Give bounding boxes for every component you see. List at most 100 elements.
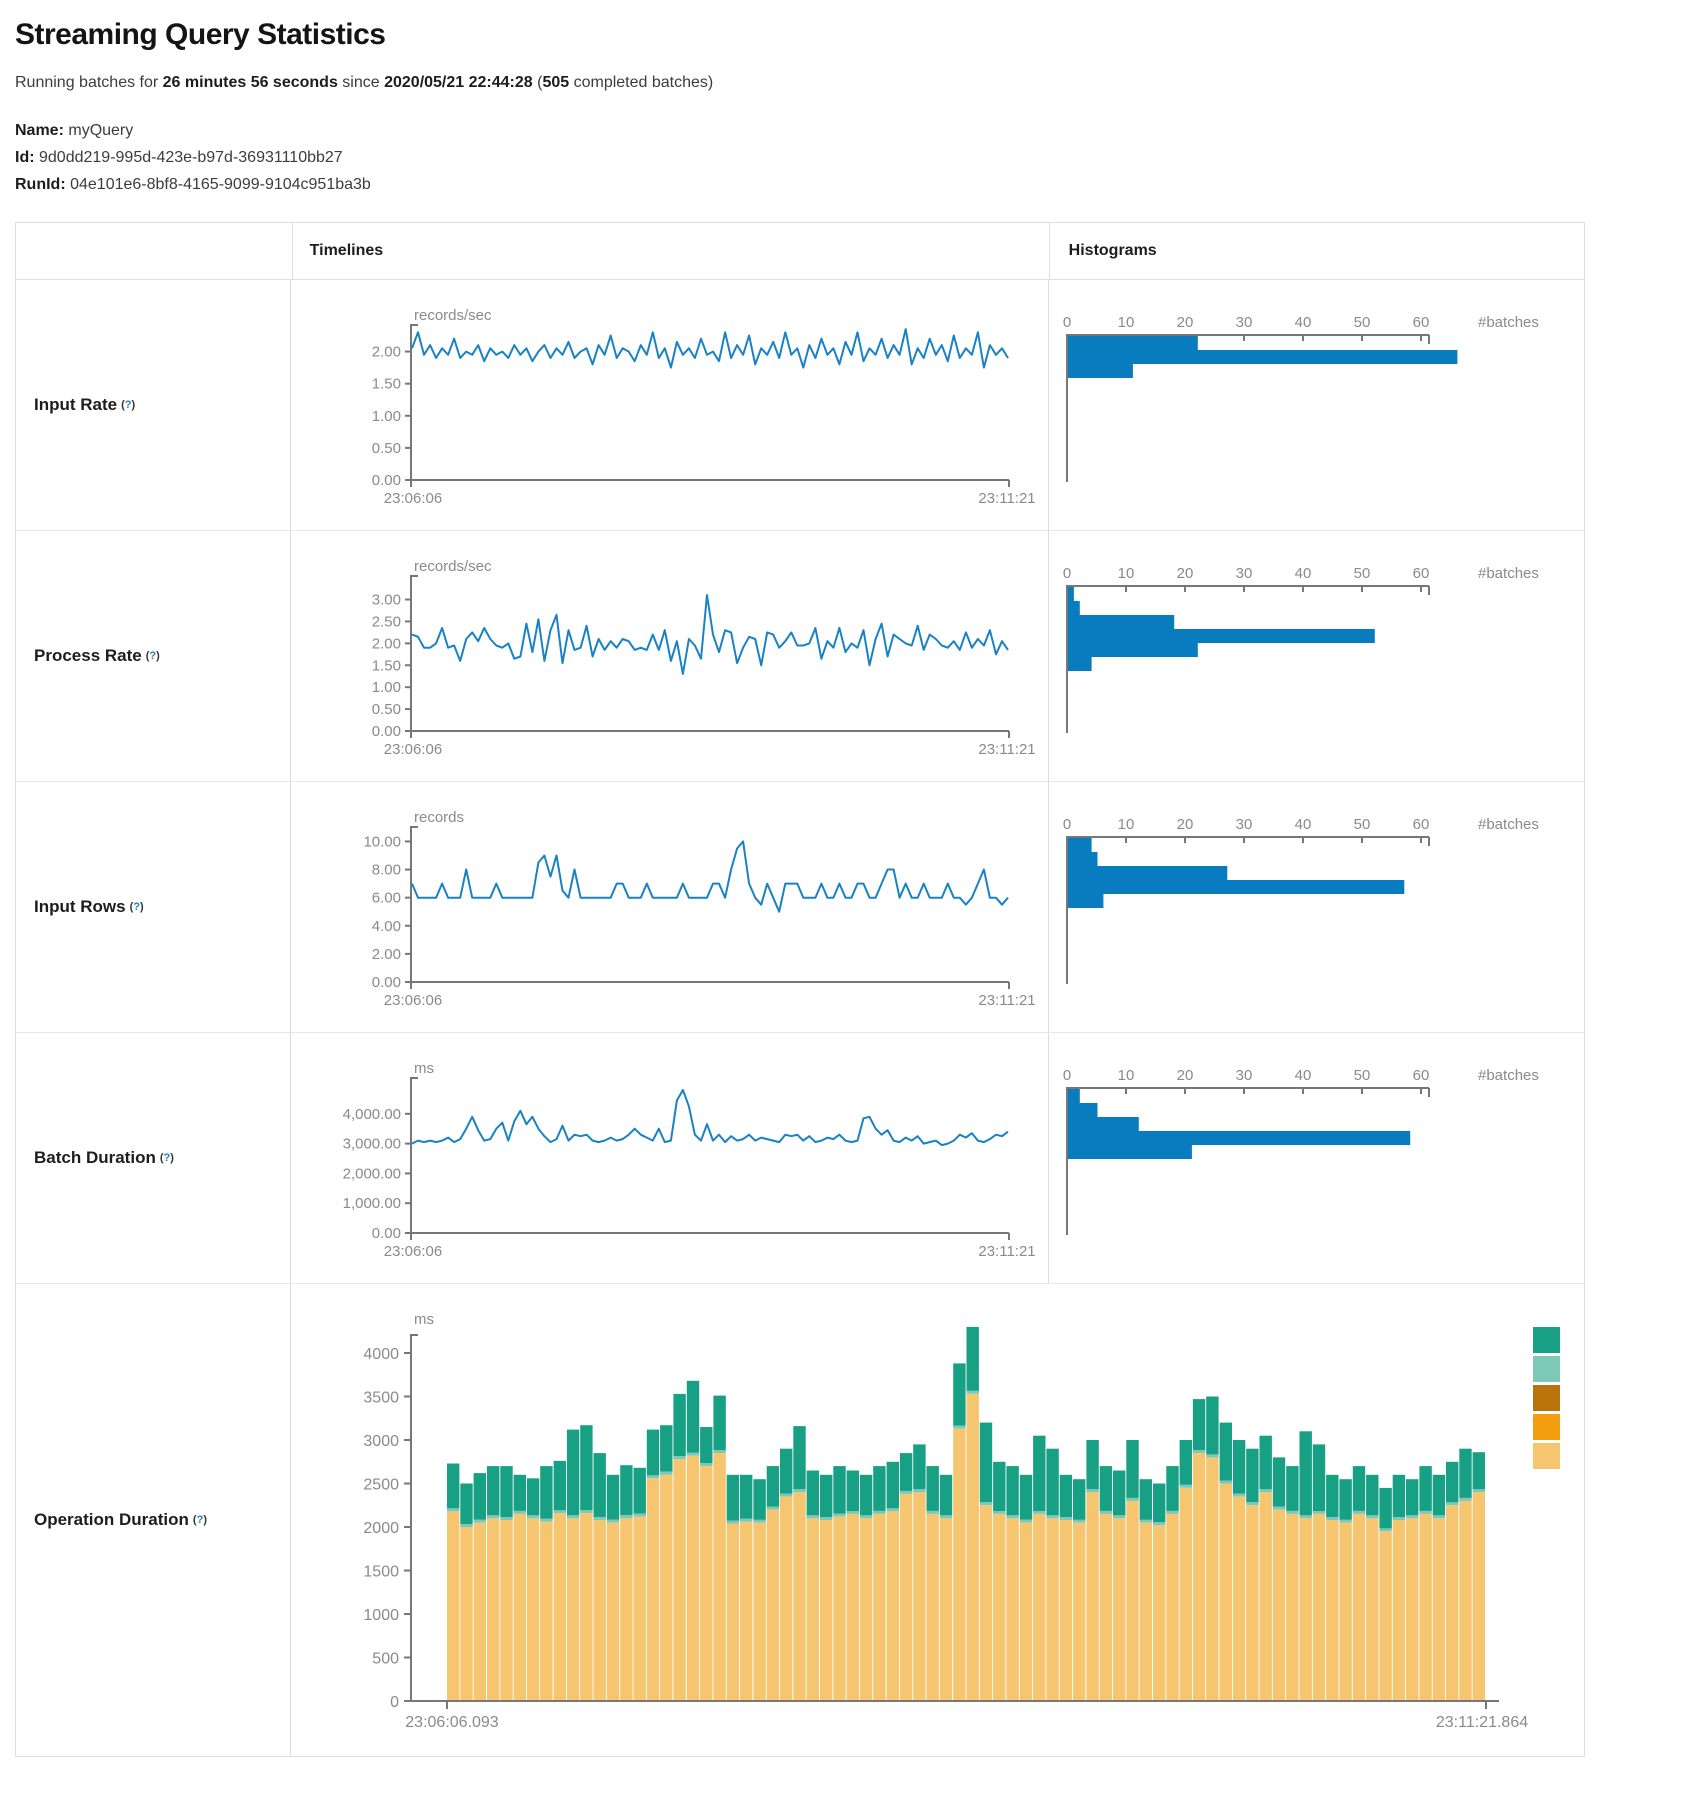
help-icon[interactable]: (?) [159,1152,174,1164]
stacked-bar-middle-segment [726,1520,740,1524]
stacked-bar-middle-segment [1246,1502,1259,1506]
stacked-bar-middle-segment [473,1519,486,1523]
stacked-bar-middle-segment [566,1515,580,1519]
stacked-bar-middle-segment [753,1519,766,1523]
stacked-bar-middle-segment [513,1510,526,1514]
help-icon[interactable]: (?) [192,1514,207,1526]
histogram-cell: 0 10 20 30 40 50 60 #batches [1049,782,1584,1032]
x-start-label: 23:06:06 [384,1243,442,1260]
stacked-bar-middle-segment [460,1524,473,1527]
y-tick-label: 2.00 [372,344,401,361]
stacked-bar-top-segment [766,1466,780,1507]
histogram-bar [1068,643,1198,657]
help-icon[interactable]: (?) [121,399,136,411]
stacked-bar-top-segment [1432,1474,1446,1516]
stacked-bar-top-segment [1206,1396,1219,1455]
stacked-bar-top-segment [500,1466,513,1517]
stacked-bar-addbatch-segment [1113,1518,1126,1701]
stacked-bar-addbatch-segment [1366,1518,1379,1701]
stacked-bar-middle-segment [740,1518,753,1522]
legend-swatch [1533,1327,1560,1353]
stacked-bar-addbatch-segment [513,1514,526,1701]
stacked-bar-top-segment [1232,1440,1246,1494]
stacked-bar-middle-segment [1259,1489,1272,1493]
hist-tick-label: 10 [1118,1067,1135,1084]
stacked-bar-addbatch-segment [1352,1514,1366,1701]
hist-tick-label: 10 [1118,816,1135,833]
since-text: since [337,74,385,91]
stacked-bar-middle-segment [1206,1454,1219,1458]
histogram-bar [1068,838,1092,852]
stacked-bar-top-segment [793,1426,806,1490]
stacked-bar-middle-segment [1033,1510,1046,1514]
timeline-line [411,1089,1009,1147]
stacked-bar-addbatch-segment [1019,1522,1033,1701]
stacked-bar-top-segment [487,1466,500,1516]
completed-suffix: completed batches) [569,74,714,91]
stacked-bar-middle-segment [1339,1519,1352,1523]
help-icon[interactable]: (?) [129,901,144,913]
timeline-line [411,594,1009,675]
stacked-bar-addbatch-segment [1219,1483,1232,1701]
stacked-bar-addbatch-segment [1312,1514,1326,1701]
hist-axis-title: #batches [1478,314,1539,331]
stacked-bar-top-segment [1126,1440,1139,1498]
legend-swatch [1533,1414,1560,1440]
y-axis-unit-label: ms [414,1311,434,1328]
hist-tick-label: 0 [1063,314,1071,331]
process-rate-timeline-chart: records/sec3.002.502.001.501.000.500.002… [372,558,1036,758]
stacked-bar-top-segment [593,1453,606,1517]
histogram-bar [1068,350,1458,364]
x-end-label: 23:11:21 [978,741,1035,758]
stacked-bar-addbatch-segment [966,1393,979,1701]
y-axis-unit-label: ms [414,1060,434,1077]
y-tick-label: 1.00 [372,679,401,696]
stacked-bar-addbatch-segment [740,1521,753,1701]
x-start-label: 23:06:06 [384,490,442,507]
stacked-bar-middle-segment [939,1515,953,1519]
y-tick-label: 1500 [363,1564,399,1581]
batch-duration-histogram-chart: 0 10 20 30 40 50 60 #batches [1063,1067,1539,1235]
stacked-bar-addbatch-segment [500,1520,513,1701]
stacked-bar-top-segment [753,1479,766,1520]
y-axis-unit-label: records/sec [414,558,492,575]
histogram-bar [1068,1117,1139,1131]
stacked-bar-top-segment [1406,1479,1419,1516]
stacked-bar-middle-segment [593,1517,606,1520]
stacked-bar-addbatch-segment [846,1514,859,1701]
stacked-bar-addbatch-segment [899,1493,913,1701]
stacked-bar-top-segment [1219,1422,1232,1481]
stacked-bar-middle-segment [686,1452,700,1456]
stacked-bar-addbatch-segment [1326,1520,1339,1701]
stacked-bar-middle-segment [1192,1450,1206,1453]
statistics-table: Timelines Histograms Input Rate (?) reco… [15,222,1585,1757]
hist-tick-label: 30 [1236,314,1253,331]
timelines-header: Timelines [293,223,1050,279]
stacked-bar-top-segment [740,1474,753,1519]
hist-tick-label: 60 [1413,565,1430,582]
help-icon[interactable]: (?) [145,650,160,662]
stacked-bar-addbatch-segment [606,1522,620,1701]
stacked-bar-middle-segment [1232,1493,1246,1497]
stacked-bar-middle-segment [793,1489,806,1493]
stacked-bar-top-segment [606,1474,620,1520]
stacked-bar-addbatch-segment [1192,1453,1206,1701]
stacked-bar-middle-segment [1299,1515,1312,1519]
stacked-bar-addbatch-segment [859,1518,873,1701]
stacked-bar-middle-segment [633,1513,646,1517]
hist-tick-label: 30 [1236,1067,1253,1084]
stacked-bar-top-segment [1179,1440,1192,1485]
hist-tick-label: 0 [1063,1067,1071,1084]
y-tick-label: 2.00 [372,635,401,652]
stacked-bar-addbatch-segment [1166,1514,1179,1701]
stacked-bar-middle-segment [526,1515,540,1519]
stacked-bar-middle-segment [487,1515,500,1519]
histogram-bar [1068,629,1375,643]
stacked-bar-top-segment [886,1461,899,1509]
paren-open: ( [532,74,543,91]
y-tick-label: 2000 [363,1520,399,1537]
stacked-bar-top-segment [447,1463,460,1509]
stacked-bar-top-segment [686,1380,700,1453]
stacked-bar-addbatch-segment [1339,1522,1352,1701]
stacked-bar-addbatch-segment [660,1474,673,1701]
